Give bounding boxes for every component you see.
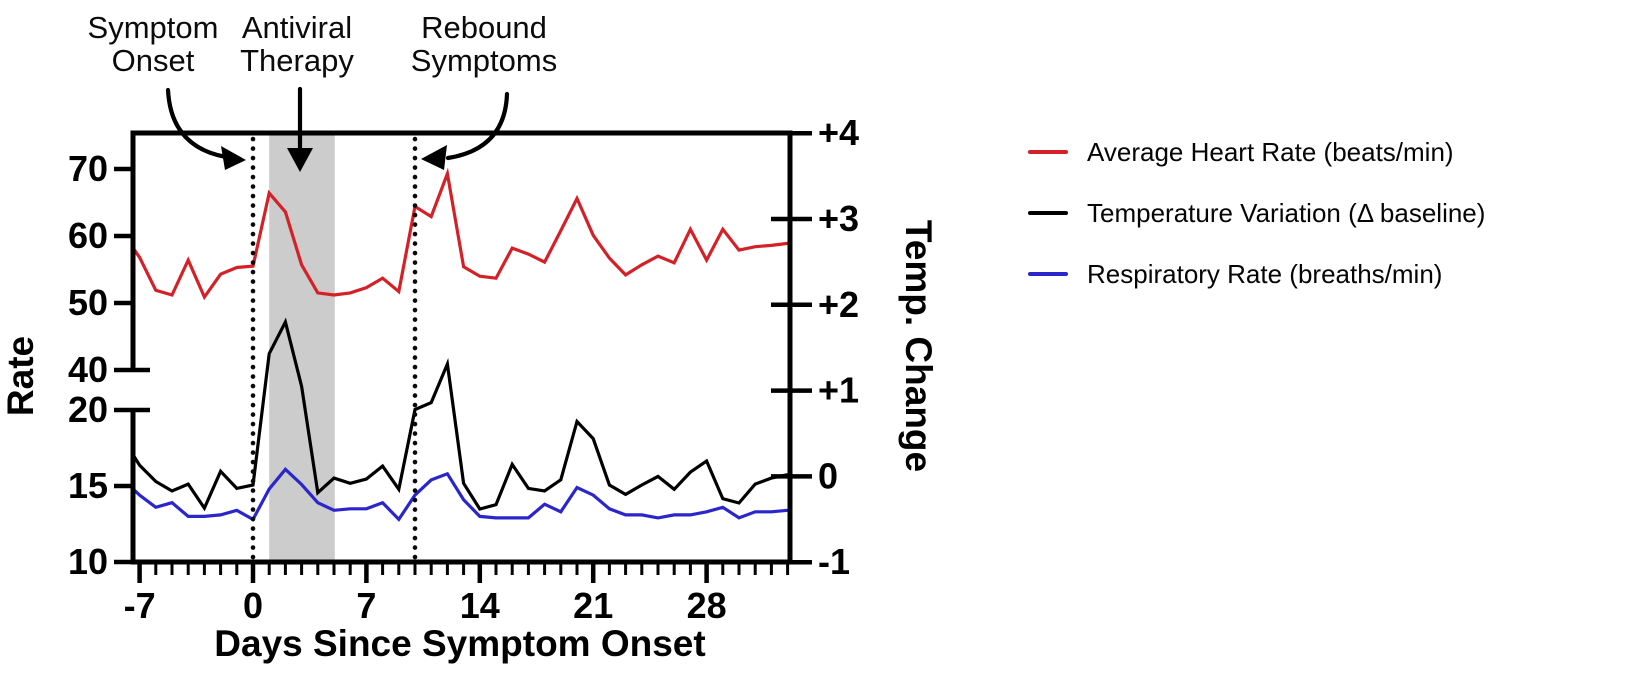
left-tick-label-15: 15	[68, 465, 108, 506]
legend-item-temperature: Temperature Variation (Δ baseline)	[1002, 196, 1485, 230]
annotation-rebound-symptoms: Rebound Symptoms	[410, 10, 558, 78]
rebound-symptoms-arrow-head	[421, 145, 447, 170]
x-tick-label--7: -7	[124, 585, 156, 626]
legend-label-temperature: Temperature Variation (Δ baseline)	[1087, 197, 1486, 228]
x-tick-label-7: 7	[356, 585, 376, 626]
right-tick-label-+4: +4	[818, 112, 859, 153]
antiviral-therapy-band	[269, 135, 335, 560]
left-tick-label-70: 70	[68, 148, 108, 189]
antiviral-therapy-arrow-head	[287, 148, 313, 172]
series-line-temperature	[131, 317, 788, 512]
temperature-line-swatch	[1028, 211, 1068, 215]
right-tick-label-0: 0	[818, 455, 838, 496]
left-tick-label-20: 20	[68, 389, 108, 430]
symptom-onset-arrow	[165, 87, 229, 160]
left-tick-label-60: 60	[68, 215, 108, 256]
symptom-onset-arrow-head	[221, 146, 246, 170]
x-axis-title: Days Since Symptom Onset	[214, 623, 705, 664]
x-tick-label-28: 28	[687, 585, 727, 626]
left-tick-label-10: 10	[68, 541, 108, 582]
x-tick-label-14: 14	[460, 585, 500, 626]
heart-rate-line-swatch	[1028, 150, 1068, 154]
right-tick-label-+3: +3	[818, 198, 859, 239]
series-line-heart-rate	[131, 167, 788, 301]
respiratory-line-swatch	[1028, 272, 1068, 276]
right-tick-label--1: -1	[818, 541, 850, 582]
legend-label-respiratory: Respiratory Rate (breaths/min)	[1087, 258, 1443, 289]
legend-item-heart-rate: Average Heart Rate (beats/min)	[1002, 135, 1454, 169]
left-tick-label-40: 40	[68, 349, 108, 390]
series-line-respiratory	[132, 466, 788, 522]
right-tick-label-+2: +2	[818, 284, 859, 325]
right-tick-label-+1: +1	[818, 370, 859, 411]
x-tick-label-0: 0	[243, 585, 263, 626]
left-axis-title: Rate	[0, 336, 41, 416]
legend-item-respiratory: Respiratory Rate (breaths/min)	[1002, 257, 1442, 291]
left-tick-label-50: 50	[68, 282, 108, 323]
annotation-symptom-onset: Symptom Onset	[87, 10, 219, 78]
rebound-symptoms-arrow	[445, 91, 510, 161]
right-axis-title: Temp. Change	[898, 220, 939, 472]
annotation-antiviral-therapy: Antiviral Therapy	[240, 10, 354, 78]
legend-label-heart-rate: Average Heart Rate (beats/min)	[1087, 136, 1454, 167]
x-tick-label-21: 21	[573, 585, 613, 626]
